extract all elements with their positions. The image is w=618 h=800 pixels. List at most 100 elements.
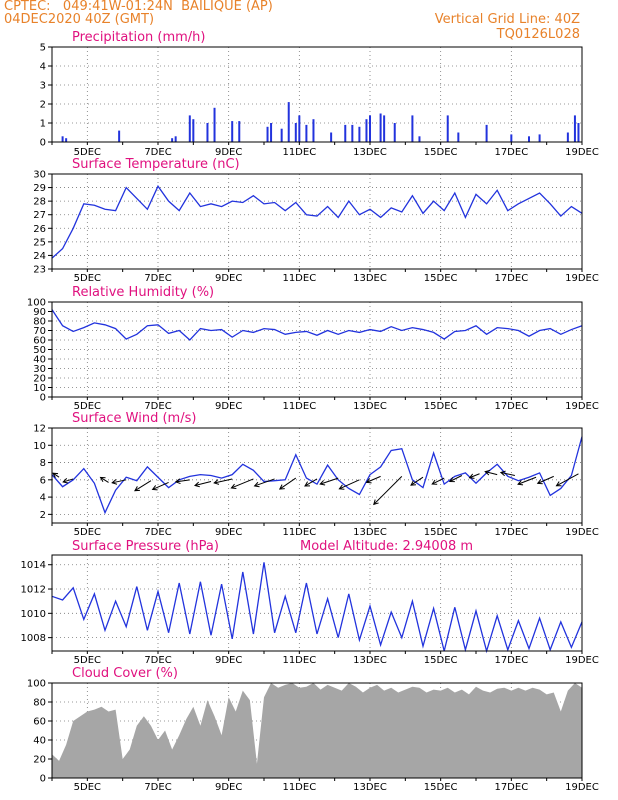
wind-arrow-head	[134, 486, 140, 492]
wind-arrow-shaft	[339, 479, 360, 490]
precip-bar	[294, 123, 297, 142]
precip-bar	[446, 115, 449, 142]
pressure-series-line	[51, 562, 583, 654]
rh-ytick-label: 40	[33, 355, 46, 366]
temp-xtick-label: 9DEC	[215, 273, 242, 284]
pressure-xtick-label: 19DEC	[565, 655, 599, 666]
precip-ytick-label: 1	[40, 119, 46, 130]
pressure-xtick-label: 5DEC	[74, 655, 101, 666]
wind-ytick-label: 6	[40, 475, 46, 486]
cloud-title: Cloud Cover (%)	[72, 666, 178, 681]
rh-xtick-label: 11DEC	[282, 401, 316, 412]
wind-arrow-head	[319, 480, 326, 486]
precip-ytick-label: 5	[40, 43, 46, 54]
header-run-date: 04DEC2020 40Z (GMT)	[4, 12, 155, 27]
precip-bar	[118, 130, 121, 142]
temp-xtick-label: 5DEC	[74, 273, 101, 284]
wind-arrow-shaft	[279, 477, 297, 490]
wind-arrow-shaft	[63, 478, 74, 483]
wind-xtick-label: 9DEC	[215, 527, 242, 538]
wind-ytick-label: 4	[40, 493, 46, 504]
cloud-ytick-label: 100	[27, 679, 46, 690]
pressure-ytick-label: 1010	[21, 609, 46, 620]
wind-arrow-head	[174, 478, 181, 485]
precip-ytick-label: 0	[40, 138, 46, 149]
precip-bar	[351, 124, 354, 142]
cloud-xtick-label: 13DEC	[353, 782, 387, 793]
pressure-annotation: Model Altitude: 2.94008 m	[300, 539, 473, 554]
wind-arrow-shaft	[100, 476, 109, 483]
cloud-xtick-label: 11DEC	[282, 782, 316, 793]
pressure-xtick-label: 9DEC	[215, 655, 242, 666]
precip-xtick-label: 9DEC	[215, 147, 242, 158]
pressure-xtick-label: 7DEC	[144, 655, 171, 666]
temp-xtick-label: 7DEC	[144, 273, 171, 284]
temp-ytick-label: 23	[33, 265, 46, 276]
pressure-title: Surface Pressure (hPa)	[72, 539, 219, 554]
precip-bar	[298, 115, 301, 142]
wind-arrow-head	[304, 481, 311, 487]
pressure-ytick-label: 1014	[21, 560, 46, 571]
wind-arrow-head	[431, 479, 438, 485]
wind-arrow-head	[193, 481, 200, 488]
wind-arrow-head	[468, 473, 475, 479]
wind-xtick-label: 5DEC	[74, 527, 101, 538]
precip-bar	[312, 119, 315, 142]
precip-bar	[383, 115, 386, 142]
wind-arrow-shaft	[431, 477, 445, 485]
rh-ytick-label: 30	[33, 364, 46, 375]
precip-frame	[51, 46, 583, 143]
precip-ytick-label: 2	[40, 100, 46, 111]
wind-arrow-shaft	[366, 475, 381, 483]
wind-arrow-head	[448, 477, 455, 483]
wind-ytick-label: 12	[33, 424, 46, 435]
wind-arrow-shaft	[373, 476, 403, 505]
wind-arrow-shaft	[449, 475, 463, 482]
rh-ytick-label: 80	[33, 317, 46, 328]
precip-bar	[577, 123, 580, 142]
wind-arrow-shaft	[112, 479, 127, 484]
precip-bar	[330, 132, 333, 142]
precip-bar	[238, 121, 241, 142]
wind-arrow-shaft	[52, 472, 60, 478]
wind-arrow-shaft	[214, 478, 233, 484]
wind-series-line	[51, 436, 583, 515]
wind-arrow-head	[365, 478, 372, 484]
wind-arrow-shaft	[231, 478, 254, 489]
pressure-xtick-label: 17DEC	[494, 655, 528, 666]
rh-xtick-label: 17DEC	[494, 401, 528, 412]
wind-arrow-head	[499, 470, 506, 477]
temp-ytick-label: 25	[33, 237, 46, 248]
wind-xtick-label: 7DEC	[144, 527, 171, 538]
precip-bar	[358, 126, 361, 142]
rh-xtick-label: 19DEC	[565, 401, 599, 412]
temp-series-line	[51, 184, 583, 259]
precip-bar	[379, 113, 382, 142]
precip-bar	[510, 134, 513, 142]
wind-arrow-head	[99, 476, 106, 483]
precip-ytick-label: 4	[40, 62, 46, 73]
precip-bar	[61, 136, 64, 142]
temp-xtick-label: 13DEC	[353, 273, 387, 284]
wind-arrow-shaft	[175, 479, 190, 483]
precip-ytick-label: 3	[40, 81, 46, 92]
rh-ytick-label: 20	[33, 374, 46, 385]
wind-arrow-head	[484, 469, 491, 476]
precip-bar	[65, 138, 68, 142]
wind-xtick-label: 17DEC	[494, 527, 528, 538]
wind-frame	[51, 427, 583, 524]
wind-arrow-head	[338, 484, 345, 490]
rh-xtick-label: 9DEC	[215, 401, 242, 412]
header-grid-line: Vertical Grid Line: 40Z	[434, 12, 580, 27]
wind-arrow-shaft	[254, 478, 275, 487]
temp-xtick-label: 11DEC	[282, 273, 316, 284]
rh-ytick-label: 60	[33, 336, 46, 347]
cloud-frame	[51, 682, 583, 779]
precip-bar	[485, 124, 488, 142]
wind-title: Surface Wind (m/s)	[72, 411, 196, 426]
wind-arrow-head	[230, 483, 237, 490]
rh-ytick-label: 10	[33, 383, 46, 394]
precip-xtick-label: 7DEC	[144, 147, 171, 158]
cloud-xtick-label: 15DEC	[424, 782, 458, 793]
